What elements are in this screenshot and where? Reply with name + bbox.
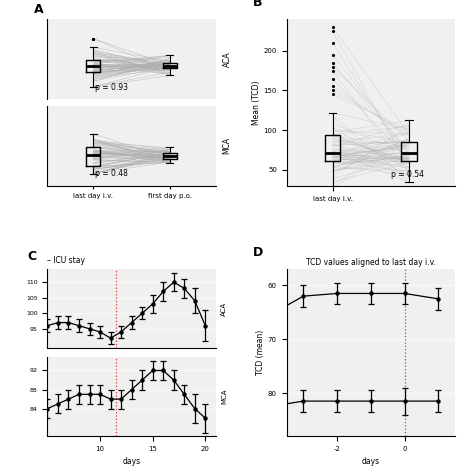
Text: C: C	[27, 250, 36, 263]
Text: D: D	[253, 246, 263, 259]
Text: p = 0.54: p = 0.54	[392, 171, 424, 180]
Text: p = 0.48: p = 0.48	[95, 169, 128, 178]
Text: ACA: ACA	[223, 51, 232, 67]
Text: – ICU stay: – ICU stay	[47, 255, 85, 264]
Title: TCD values aligned to last day i.v.: TCD values aligned to last day i.v.	[306, 258, 436, 267]
Text: ACA: ACA	[221, 301, 227, 316]
Y-axis label: Mean (TCD): Mean (TCD)	[252, 80, 261, 125]
Text: A: A	[34, 2, 44, 16]
X-axis label: days: days	[123, 457, 141, 466]
Text: B: B	[253, 0, 263, 9]
Text: MCA: MCA	[221, 389, 227, 404]
Text: p = 0.93: p = 0.93	[95, 82, 128, 91]
Text: MCA: MCA	[223, 137, 232, 154]
Y-axis label: TCD (mean): TCD (mean)	[256, 330, 265, 375]
X-axis label: days: days	[362, 457, 380, 466]
